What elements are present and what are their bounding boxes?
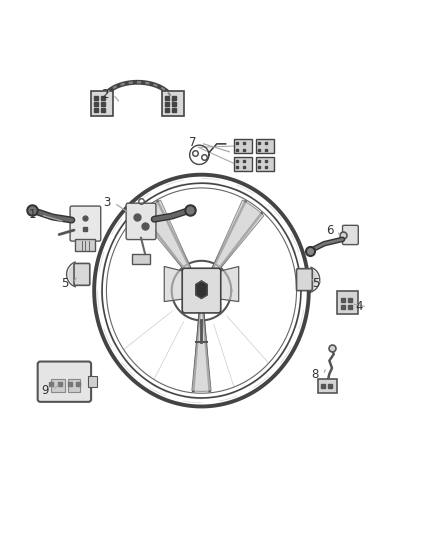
FancyBboxPatch shape [337, 291, 358, 314]
Polygon shape [311, 269, 318, 290]
FancyBboxPatch shape [88, 376, 97, 387]
Text: 5: 5 [312, 277, 319, 289]
FancyBboxPatch shape [91, 91, 113, 116]
FancyBboxPatch shape [297, 269, 312, 290]
Text: 3: 3 [103, 197, 110, 209]
Text: 5: 5 [61, 277, 68, 289]
Polygon shape [139, 200, 197, 282]
FancyBboxPatch shape [234, 157, 252, 171]
FancyBboxPatch shape [75, 239, 95, 251]
Text: 4: 4 [355, 300, 363, 313]
FancyBboxPatch shape [68, 378, 80, 392]
FancyBboxPatch shape [256, 157, 274, 171]
Polygon shape [196, 281, 207, 298]
Text: 7: 7 [189, 136, 197, 149]
FancyBboxPatch shape [132, 254, 150, 264]
Text: 1: 1 [29, 208, 37, 221]
Polygon shape [192, 301, 211, 391]
FancyBboxPatch shape [256, 139, 274, 153]
Polygon shape [69, 264, 76, 285]
FancyBboxPatch shape [343, 225, 358, 245]
Polygon shape [206, 200, 264, 282]
FancyBboxPatch shape [126, 203, 156, 239]
FancyBboxPatch shape [51, 378, 65, 392]
Text: 9: 9 [41, 384, 49, 397]
Polygon shape [164, 266, 187, 302]
Polygon shape [215, 266, 239, 302]
Text: 6: 6 [325, 224, 333, 237]
FancyBboxPatch shape [234, 139, 252, 153]
FancyBboxPatch shape [162, 91, 184, 116]
FancyBboxPatch shape [38, 361, 91, 402]
Text: 8: 8 [312, 368, 319, 381]
FancyBboxPatch shape [318, 378, 337, 393]
Text: 2: 2 [101, 88, 109, 101]
FancyBboxPatch shape [70, 206, 101, 241]
FancyBboxPatch shape [74, 263, 90, 285]
FancyBboxPatch shape [182, 268, 221, 313]
